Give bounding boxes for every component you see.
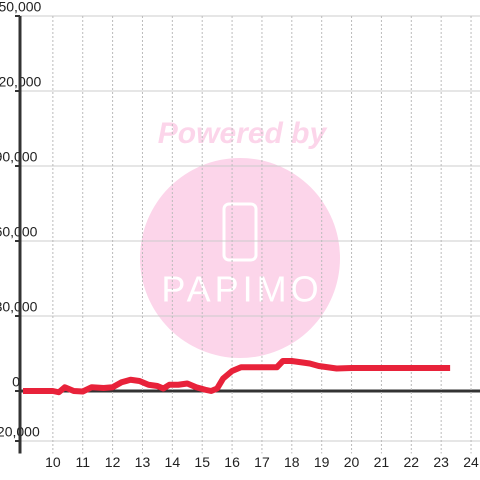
watermark-icon bbox=[222, 202, 258, 262]
watermark-text: PAPIMO bbox=[161, 269, 322, 310]
x-tick-label: 19 bbox=[314, 454, 330, 470]
x-tick-label: 20 bbox=[344, 454, 360, 470]
x-tick-label: 12 bbox=[105, 454, 121, 470]
x-tick-label: 15 bbox=[194, 454, 210, 470]
watermark-text: Powered by bbox=[158, 117, 328, 150]
x-tick-label: 10 bbox=[45, 454, 61, 470]
x-tick-label: 13 bbox=[135, 454, 151, 470]
x-tick-label: 14 bbox=[165, 454, 181, 470]
line bbox=[22, 358, 451, 396]
x-tick-label: 21 bbox=[374, 454, 390, 470]
x-tick-label: 11 bbox=[75, 454, 90, 470]
x-tick-label: 16 bbox=[224, 454, 240, 470]
y-tick-label: 0 bbox=[12, 374, 20, 390]
y-tick-label: 150,000 bbox=[0, 0, 42, 15]
watermark-circle bbox=[140, 158, 340, 358]
x-tick-label: 18 bbox=[284, 454, 300, 470]
x-tick-label: 24 bbox=[463, 454, 479, 470]
x-tick-label: 17 bbox=[254, 454, 270, 470]
x-tick-label: 23 bbox=[433, 454, 449, 470]
x-tick-label: 22 bbox=[404, 454, 420, 470]
